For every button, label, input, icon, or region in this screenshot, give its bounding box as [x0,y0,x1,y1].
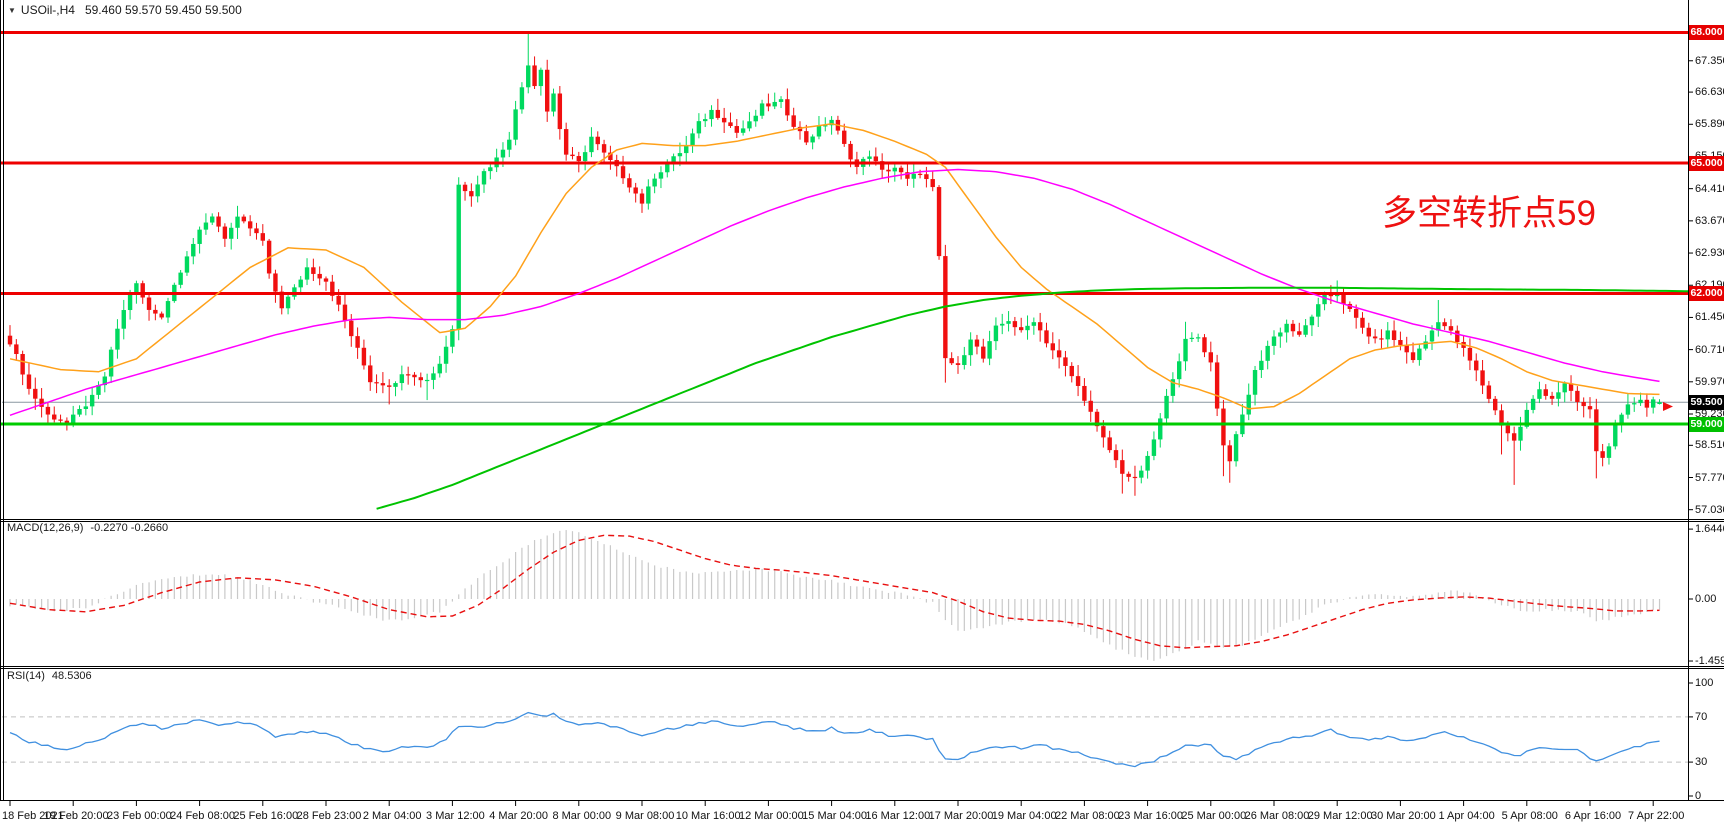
price-tick-label: 58.510 [1695,439,1724,452]
time-axis-label: 1 Apr 04:00 [1438,810,1495,822]
price-tick-label: 59.970 [1695,375,1724,388]
price-badge: 68.000 [1689,25,1724,40]
price-tick-label: 61.450 [1695,311,1724,324]
time-axis-label: 10 Mar 16:00 [675,810,741,822]
rsi-line [9,711,1660,768]
macd-tick-label: -1.4594 [1695,655,1724,668]
price-badge: 62.000 [1689,286,1724,301]
ma-fast-line [9,123,1660,410]
macd-indicator-label: MACD(12,26,9) -0.2270 -0.2660 [7,522,168,534]
chart-title: ▼ USOil-,H4 59.460 59.570 59.450 59.500 [8,3,242,17]
time-axis-label: 19 Feb 20:00 [43,810,109,822]
rsi-name: RSI(14) [7,670,45,682]
time-axis-label: 17 Mar 20:00 [928,810,994,822]
time-axis-label: 12 Mar 00:00 [738,810,804,822]
price-badge: 59.500 [1689,394,1724,410]
price-tick-label: 64.410 [1695,182,1724,195]
time-axis-label: 3 Mar 12:00 [426,810,485,822]
time-axis-label: 29 Mar 12:00 [1307,810,1373,822]
price-tick-label: 63.670 [1695,214,1724,227]
time-axis-label: 30 Mar 20:00 [1370,810,1436,822]
rsi-tick-label: 100 [1695,677,1714,689]
time-axis-label: 22 Mar 08:00 [1054,810,1120,822]
rsi-tick-label: 70 [1695,710,1708,723]
ma-mid-line [9,168,1660,417]
time-axis-label: 18 Feb 2021 [2,810,64,822]
price-tick-label: 57.030 [1695,503,1724,516]
price-badge: 65.000 [1689,155,1724,171]
ma-slow-line [376,286,1688,510]
expand-quote-arrow-icon[interactable]: ▼ [8,6,16,15]
time-axis-label: 15 Mar 04:00 [802,810,867,822]
macd-tick-label: 0.00 [1695,593,1717,605]
time-axis-label: 16 Mar 12:00 [865,810,931,822]
macd-name: MACD(12,26,9) [7,522,84,534]
rsi-tick-label: 30 [1695,756,1708,769]
time-axis-label: 24 Feb 08:00 [170,810,236,822]
time-axis-label: 26 Mar 08:00 [1244,810,1310,822]
price-tick-label: 62.930 [1695,247,1724,260]
rsi-tick-label: 0 [1695,790,1702,802]
time-axis-label: 5 Apr 08:00 [1501,810,1558,822]
time-axis-label: 25 Feb 16:00 [233,810,299,822]
time-axis-label: 6 Apr 16:00 [1564,810,1622,822]
price-badge: 59.000 [1689,416,1724,432]
rsi-panel [2,711,1688,768]
time-axis-label: 25 Mar 00:00 [1181,810,1247,822]
price-tick-label: 65.890 [1695,118,1724,131]
macd-values: -0.2270 -0.2660 [90,522,169,534]
price-tick-label: 66.630 [1695,86,1724,99]
time-axis-label: 2 Mar 04:00 [362,810,422,822]
price-tick-label: 67.350 [1695,54,1724,67]
current-price-arrow-icon [1663,402,1673,411]
time-axis-label: 19 Mar 04:00 [991,810,1057,822]
rsi-value: 48.5306 [51,670,92,682]
rsi-indicator-label: RSI(14) 48.5306 [7,670,92,682]
time-axis-label: 23 Mar 16:00 [1118,810,1183,822]
time-axis-label: 7 Apr 22:00 [1628,810,1685,822]
ohlc-quote-label: 59.460 59.570 59.450 59.500 [84,3,242,17]
time-axis-label: 4 Mar 20:00 [489,810,548,822]
symbol-period-label: USOil-,H4 [20,3,75,17]
macd-tick-label: 1.6446 [1695,523,1724,536]
main-price-panel [0,31,1688,510]
chart-annotation-text: 多空转折点59 [1382,194,1596,233]
price-tick-label: 57.770 [1695,471,1724,484]
price-tick-label: 60.710 [1695,343,1724,356]
macd-signal-line [9,534,1660,649]
macd-panel [9,530,1661,661]
time-axis-label: 23 Feb 00:00 [106,810,172,822]
time-axis-label: 9 Mar 08:00 [615,810,675,822]
time-axis-label: 28 Feb 23:00 [296,810,362,822]
time-axis-label: 8 Mar 00:00 [552,810,612,822]
